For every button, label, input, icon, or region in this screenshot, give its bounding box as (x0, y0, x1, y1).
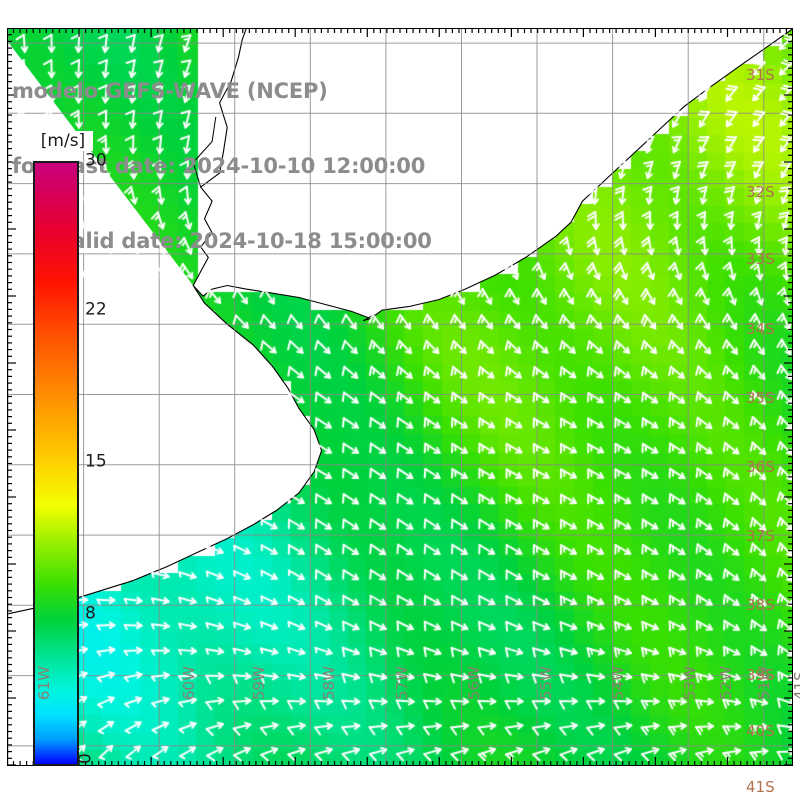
colorbar-tick-8: 8 (85, 603, 96, 624)
colorbar-tick-0: 0 (75, 753, 96, 764)
lat-label-38S: 38S (746, 596, 775, 614)
lat-label-32S: 32S (746, 183, 775, 201)
colorbar-tick-30: 30 (85, 150, 107, 171)
model-title: modelo GEFS-WAVE (NCEP) (12, 79, 328, 103)
ruler-right (784, 28, 793, 766)
lon-label-52W: 52W (717, 666, 735, 700)
ruler-top (7, 28, 793, 37)
colorbar-units-label: [m/s] (33, 131, 93, 151)
ruler-left (7, 28, 16, 766)
lat-label-40S: 40S (746, 722, 775, 740)
lat-label-35S: 35S (746, 389, 775, 407)
valid-date: valid date: 2024-10-18 15:00:00 (58, 229, 432, 253)
lat-label-31S: 31S (746, 66, 775, 84)
lon-label-41S: 41S (791, 671, 800, 700)
colorbar-tick-22: 22 (85, 299, 107, 320)
lon-label-58W: 58W (320, 666, 338, 700)
wind-barb-overlay (8, 29, 792, 765)
lon-label-54W: 54W (609, 666, 627, 700)
lon-label-53W: 53W (681, 666, 699, 700)
colorbar-tick-15: 15 (85, 451, 107, 472)
map-frame (7, 28, 793, 766)
lon-label-60W: 60W (180, 666, 198, 700)
lon-label-57W: 57W (393, 666, 411, 700)
lat-label-34S: 34S (746, 320, 775, 338)
lon-label-59W: 59W (250, 666, 268, 700)
colorbar (33, 161, 79, 766)
lat-label-41S: 41S (746, 778, 775, 796)
lat-label-33S: 33S (746, 250, 775, 268)
colorbar-gradient (33, 161, 79, 766)
lat-label-39S: 39S (746, 666, 775, 684)
lon-label-61W: 61W (35, 666, 53, 700)
lat-label-37S: 37S (746, 527, 775, 545)
lon-label-56W: 56W (465, 666, 483, 700)
ruler-bottom (7, 757, 793, 766)
lon-label-55W: 55W (537, 666, 555, 700)
lat-label-36S: 36S (746, 458, 775, 476)
